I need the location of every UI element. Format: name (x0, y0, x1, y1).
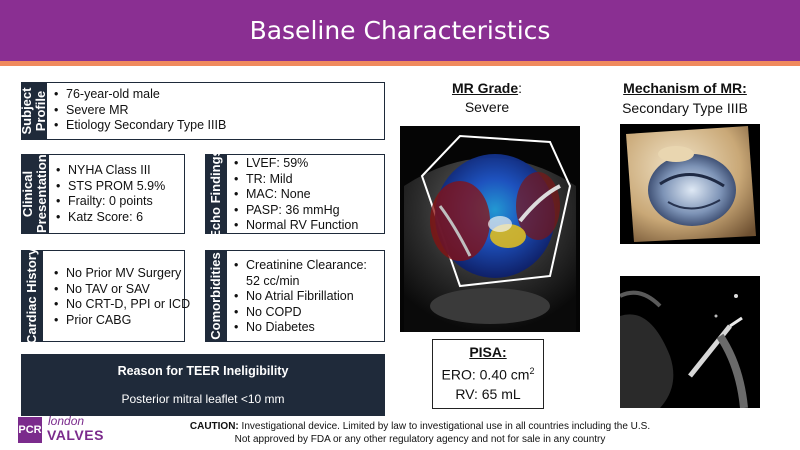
caution-line-1: Investigational device. Limited by law t… (241, 421, 651, 432)
color-doppler-echo-image (400, 126, 580, 332)
pisa-rv: RV: 65 mL (455, 385, 521, 402)
list-item: Severe MR (54, 103, 226, 119)
color-doppler-echo-graphic (400, 126, 580, 332)
2d-echo-leaflet-graphic (620, 276, 760, 408)
mr-grade-value: Severe (464, 99, 510, 115)
mechanism-value: Secondary Type IIIB (622, 100, 748, 116)
list-item: No CRT-D, PPI or ICD (54, 297, 190, 313)
list-item: NYHA Class III (56, 163, 165, 179)
list-item: No Diabetes (234, 320, 382, 336)
list-item: STS PROM 5.9% (56, 179, 165, 195)
teer-ineligibility-text: Posterior mitral leaflet <10 mm (121, 392, 285, 406)
subject-profile-tag: Subject Profile (19, 82, 48, 140)
clinical-presentation-tag: Clinical Presentation (20, 154, 49, 234)
pisa-title: PISA: (469, 344, 507, 360)
pcr-logo-box: PCR (18, 417, 42, 443)
title-banner (0, 0, 800, 61)
caution-lead: CAUTION: (189, 421, 239, 432)
clinical-presentation-label: Clinical Presentation (20, 154, 49, 233)
logo-london-text: london (48, 414, 85, 428)
cardiac-history-tag: Cardiac History (21, 247, 43, 345)
clinical-presentation-list: NYHA Class III STS PROM 5.9% Frailty: 0 … (56, 163, 165, 225)
echo-findings-list: LVEF: 59% TR: Mild MAC: None PASP: 36 mm… (234, 156, 358, 234)
pisa-ero-value: ERO: 0.40 cm (441, 366, 530, 383)
list-item: TR: Mild (234, 172, 358, 188)
pisa-ero: ERO: 0.40 cm2 (433, 362, 543, 385)
comorbidities-tag: Comorbidities (205, 250, 227, 342)
list-item: PASP: 36 mmHg (234, 203, 358, 219)
teer-ineligibility-title: Reason for TEER Ineligibility (117, 364, 289, 378)
echo-findings-tag: Echo Findings (205, 149, 227, 239)
caution-line-2: Not approved by FDA or any other regulat… (234, 434, 606, 445)
list-item: No Prior MV Surgery (54, 266, 190, 282)
list-item: Katz Score: 6 (56, 210, 165, 226)
list-item: MAC: None (234, 187, 358, 203)
mechanism-label: Mechanism of MR: (623, 80, 747, 96)
caution-notice: CAUTION: Investigational device. Limited… (100, 420, 740, 446)
subject-profile-label: Subject Profile (19, 87, 48, 135)
list-item: LVEF: 59% (234, 156, 358, 172)
mechanism-heading: Mechanism of MR: Secondary Type IIIB (605, 80, 765, 116)
list-item: 76-year-old male (54, 87, 226, 103)
list-item: Etiology Secondary Type IIIB (54, 118, 226, 134)
list-item: No TAV or SAV (54, 282, 190, 298)
pisa-ero-unit-exponent: 2 (529, 366, 535, 376)
pisa-box: PISA: ERO: 0.40 cm2 RV: 65 mL (432, 339, 544, 409)
accent-rule (0, 61, 800, 66)
cardiac-history-label: Cardiac History (24, 247, 39, 345)
list-item: Normal RV Function (234, 218, 358, 234)
cardiac-history-list: No Prior MV Surgery No TAV or SAV No CRT… (54, 266, 190, 328)
2d-echo-leaflet-image (620, 276, 760, 408)
teer-ineligibility-panel: Reason for TEER Ineligibility Posterior … (21, 354, 385, 416)
comorbidities-label: Comorbidities (208, 252, 223, 340)
echo-findings-label: Echo Findings (208, 149, 223, 239)
list-item: Creatinine Clearance: 52 cc/min (234, 258, 382, 289)
list-item: Prior CABG (54, 313, 190, 329)
subject-profile-list: 76-year-old male Severe MR Etiology Seco… (54, 87, 226, 134)
logo-valves-text: VALVES (47, 427, 104, 443)
mr-grade-colon: : (518, 80, 522, 96)
page-title: Baseline Characteristics (249, 16, 551, 45)
mr-grade-label: MR Grade (451, 80, 519, 96)
3d-valve-graphic (620, 124, 760, 244)
mr-grade-heading: MR Grade: Severe (432, 80, 542, 115)
list-item: No Atrial Fibrillation (234, 289, 382, 305)
list-item: No COPD (234, 305, 382, 321)
comorbidities-list: Creatinine Clearance: 52 cc/min No Atria… (234, 258, 382, 336)
3d-valve-image (620, 124, 760, 244)
list-item: Frailty: 0 points (56, 194, 165, 210)
